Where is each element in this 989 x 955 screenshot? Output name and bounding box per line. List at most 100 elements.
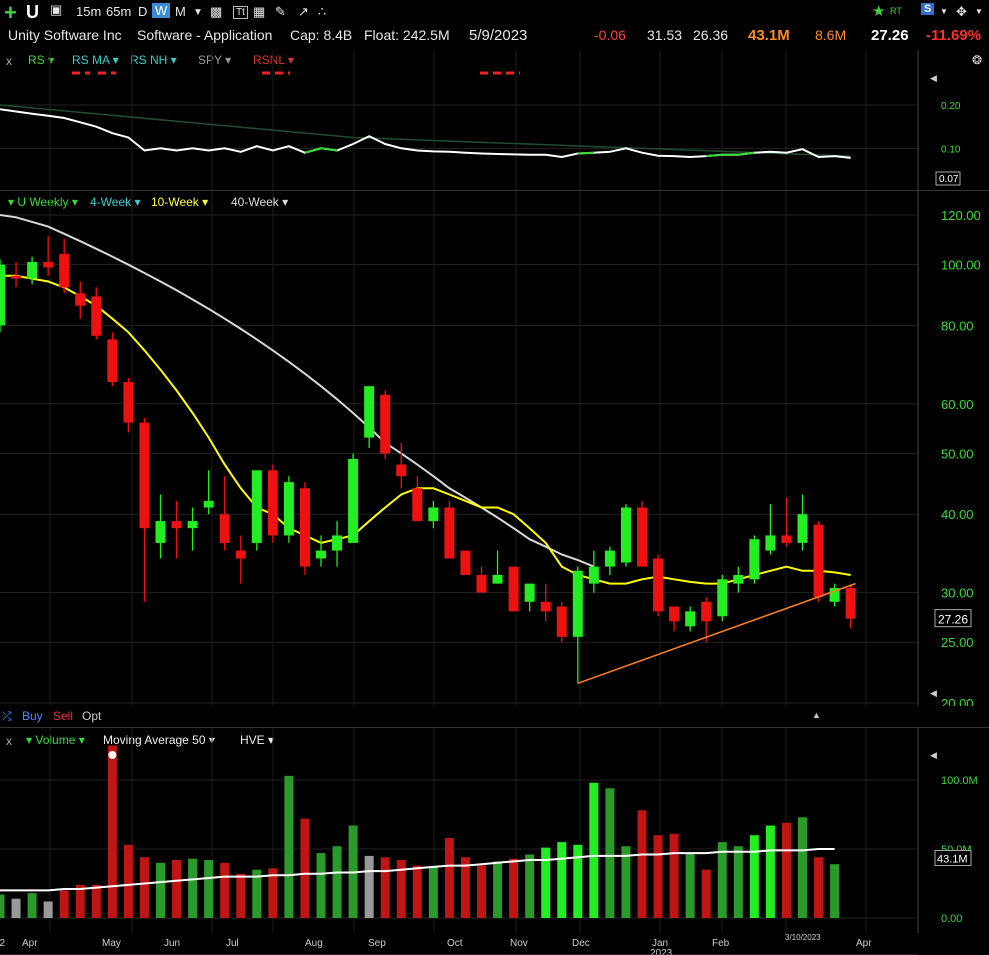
add-symbol-button[interactable]: +	[4, 0, 17, 25]
x-axis: 22 Apr May Jun Jul Aug Sep Oct Nov Dec Jan Feb Apr 20…	[0, 933, 918, 955]
candle-body	[123, 381, 134, 423]
volume-bar	[493, 861, 503, 918]
interval-w[interactable]: W	[152, 3, 171, 18]
rs-legend-rs-nh[interactable]: RS NH ▾	[130, 53, 177, 67]
candle-body	[91, 296, 102, 336]
candle-body	[701, 601, 712, 622]
chevron-down-icon[interactable]: ▼	[975, 7, 983, 16]
candle-body	[556, 606, 567, 637]
panel-divider	[0, 727, 989, 728]
volume-close-button[interactable]: x	[6, 734, 12, 748]
trade-icon[interactable]: ⤮	[2, 709, 12, 723]
options-button[interactable]: Opt	[82, 709, 102, 723]
legend-10-week[interactable]: 10-Week ▾	[151, 195, 209, 209]
price-tick-label: 30.00	[941, 586, 974, 601]
interval-d[interactable]: D	[138, 4, 148, 19]
candle-body	[492, 574, 503, 584]
legend-40-week[interactable]: 40-Week ▾	[231, 195, 289, 209]
move-icon[interactable]: ✥	[956, 4, 967, 19]
volume-bar	[541, 847, 551, 918]
sell-button[interactable]: Sell	[53, 709, 74, 723]
legend-label: HVE	[240, 733, 265, 747]
x-month-label: Aug	[305, 938, 323, 949]
legend-hve[interactable]: HVE ▾	[240, 733, 275, 747]
volume-bar	[509, 858, 519, 918]
x-month-label: Apr	[856, 938, 872, 949]
network-icon[interactable]: ∴	[318, 4, 327, 19]
legend-4-week[interactable]: 4-Week ▾	[90, 195, 141, 209]
float: Float: 242.5M	[364, 27, 450, 43]
legend-label: RS NH	[130, 53, 168, 67]
legend-label: Volume	[35, 733, 76, 747]
legend-label: U Weekly	[17, 195, 69, 209]
volume-bar	[605, 788, 615, 918]
ma-10-week-line	[0, 274, 851, 585]
candle-body	[765, 535, 776, 551]
volume-bar	[637, 810, 647, 918]
symbol-label[interactable]: U	[26, 2, 39, 22]
candle-body	[219, 514, 230, 543]
volume-bar	[781, 822, 791, 918]
buy-button[interactable]: Buy	[22, 709, 43, 723]
volume-bar	[701, 869, 711, 918]
chevron-down-icon[interactable]: ▼	[940, 7, 948, 16]
interval-65m[interactable]: 65m	[106, 4, 132, 19]
candle-body	[139, 422, 150, 529]
pattern-icon[interactable]: ▩	[210, 4, 223, 19]
star-icon[interactable]: ★	[872, 3, 886, 20]
x-month-label: Feb	[712, 938, 730, 949]
legend-label: 4-Week	[90, 195, 132, 209]
legend-volume[interactable]: ▾ Volume ▾	[26, 733, 85, 747]
candle-body	[107, 339, 118, 382]
camera-icon[interactable]: ▣	[50, 2, 63, 17]
share-icon[interactable]: ↗	[298, 4, 309, 19]
volume-bar	[252, 869, 262, 918]
candle-body	[604, 550, 615, 567]
legend-label: RS MA	[72, 53, 110, 67]
price-tag-box	[934, 609, 972, 628]
volume-tag-box	[934, 850, 972, 867]
volume-bar	[814, 857, 824, 918]
legend-label: RS	[28, 53, 45, 67]
legend-weekly[interactable]: ▾ U Weekly ▾	[8, 195, 78, 209]
volume-bar	[669, 833, 679, 918]
interval-15m[interactable]: 15m	[76, 4, 102, 19]
candle-body	[588, 566, 599, 584]
candle-body	[267, 470, 278, 536]
order-buttons: ⤮ Buy Sell Opt ▲	[0, 706, 989, 726]
candle-body	[444, 507, 455, 559]
chevron-down-icon[interactable]: ▼	[193, 7, 203, 18]
price-chart: 120.00 100.00 80.00 60.00 50.00 40.00 30.00 25.…	[0, 191, 989, 706]
price-tick-label: 20.00	[941, 696, 974, 706]
candle-body	[749, 539, 760, 580]
s-badge[interactable]: S	[921, 3, 935, 15]
text-tool-icon[interactable]: Tt	[233, 6, 248, 19]
candle-body	[43, 261, 54, 268]
candle-body	[155, 521, 166, 543]
scroll-arrow: ◀	[930, 73, 937, 83]
collapse-icon[interactable]: ▲	[812, 710, 821, 720]
avg-volume: 8.6M	[815, 27, 847, 43]
rs-tick-label: 0.10	[941, 144, 961, 155]
rs-legend-rs[interactable]: RS ▾	[28, 53, 55, 67]
interval-m[interactable]: M	[175, 4, 186, 19]
candle-body	[685, 611, 696, 627]
volume-bar	[589, 782, 599, 918]
candle-body	[620, 507, 631, 563]
panel-divider	[0, 190, 989, 191]
calculator-icon[interactable]: ▦	[253, 4, 266, 19]
candle-body	[412, 488, 423, 522]
volume-bar	[444, 837, 454, 918]
rt-badge[interactable]: RT	[890, 6, 902, 16]
candle-body	[845, 588, 856, 619]
rs-close-button[interactable]: x	[6, 54, 12, 68]
rs-legend-rsnl[interactable]: RSNL ▾	[253, 53, 294, 67]
rs-legend-spy[interactable]: SPY ▾	[198, 53, 232, 67]
candle-body	[75, 293, 86, 306]
volume-bar	[268, 868, 278, 918]
rs-legend-rs-ma[interactable]: RS MA ▾	[72, 53, 119, 67]
x-month-label: Jan	[652, 938, 668, 949]
pencil-icon[interactable]: ✎	[275, 4, 286, 19]
volume-bar	[765, 825, 775, 918]
toolbar: + U ▣ 15m 65m D W M ▼ ▩ Tt ▦ ✎ ↗ ∴ ★ RT …	[0, 0, 989, 25]
